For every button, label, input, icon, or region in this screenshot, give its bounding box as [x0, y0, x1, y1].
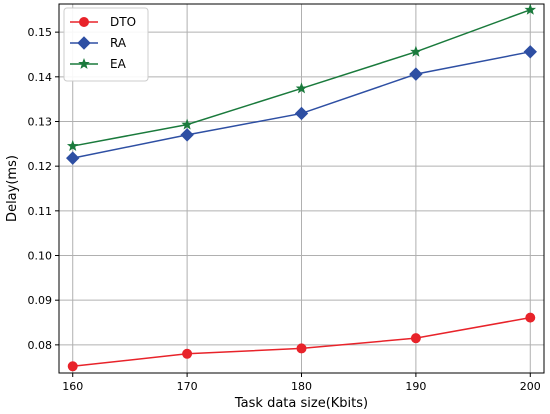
legend-label: DTO [110, 15, 136, 29]
data-point-ra [66, 151, 80, 165]
data-point-ra [294, 106, 309, 121]
data-point-ra [409, 67, 423, 81]
series-ea [66, 3, 537, 151]
y-tick-label: 0.09 [28, 294, 53, 307]
data-point-ea [524, 3, 537, 15]
y-axis-label: Delay(ms) [5, 155, 20, 222]
x-axis-label: Task data size(Kbits) [234, 396, 368, 411]
data-point-ea [295, 82, 308, 94]
data-point-dto [182, 348, 193, 359]
y-tick-label: 0.13 [28, 115, 53, 128]
data-point-ea [181, 118, 193, 130]
legend-label: RA [110, 36, 127, 50]
data-point-dto [67, 361, 78, 372]
y-tick-label: 0.11 [28, 205, 53, 218]
legend: DTO RA EA [63, 7, 149, 82]
data-point-ea [66, 140, 79, 151]
tick-layer: 160 170 180 190 200 0.08 0.09 0.10 0.11 0.12 0.13 0… [28, 26, 541, 393]
y-tick-label: 0.08 [28, 339, 53, 352]
series-dto [67, 312, 536, 372]
legend-item-dto: DTO [70, 15, 136, 29]
y-tick-label: 0.10 [28, 250, 53, 263]
data-point-dto [410, 333, 421, 344]
x-tick-label: 200 [520, 380, 541, 393]
x-tick-label: 170 [177, 380, 198, 393]
y-tick-label: 0.14 [28, 71, 53, 84]
data-point-dto [525, 312, 536, 323]
legend-item-ra: RA [70, 36, 127, 50]
x-tick-label: 180 [291, 380, 312, 393]
series-ra [66, 45, 537, 165]
data-point-dto [296, 343, 307, 354]
legend-item-ea: EA [70, 57, 127, 71]
legend-marker [78, 57, 90, 69]
data-point-ea [410, 45, 422, 57]
legend-label: EA [110, 57, 127, 71]
data-point-ra [523, 45, 537, 59]
legend-marker [79, 17, 89, 27]
x-tick-label: 190 [405, 380, 426, 393]
series-layer [66, 3, 537, 372]
legend-marker [77, 36, 91, 50]
y-tick-label: 0.15 [28, 26, 53, 39]
x-tick-label: 160 [62, 380, 83, 393]
y-tick-label: 0.12 [28, 160, 53, 173]
data-point-ra [180, 128, 194, 142]
